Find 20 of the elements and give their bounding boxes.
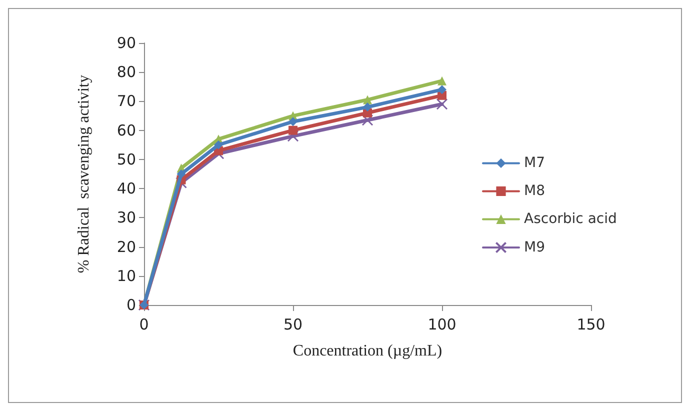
- x-tick-label: 50: [283, 316, 303, 334]
- y-tick-label: 80: [116, 63, 136, 82]
- y-tick-label: 70: [116, 92, 136, 110]
- y-tick-label: 0: [126, 296, 136, 314]
- x-tick-label: 0: [139, 316, 149, 334]
- legend-label: Ascorbic acid: [524, 211, 617, 228]
- y-tick-label: 50: [116, 150, 136, 168]
- y-tick-label: 90: [116, 34, 136, 52]
- y-axis-title: % Radical scavenging activity: [76, 74, 92, 274]
- y-tick-label: 20: [116, 238, 136, 256]
- x-tick-label: 100: [428, 316, 456, 334]
- x-tick-label: 150: [576, 316, 606, 334]
- y-tick-label: 30: [116, 208, 136, 227]
- y-tick-label: 10: [116, 266, 136, 285]
- y-tick-label: 60: [116, 121, 136, 140]
- legend-label: M8: [524, 183, 545, 200]
- legend-label: M9: [524, 240, 545, 256]
- legend-label: M7: [524, 155, 545, 172]
- y-tick-label: 40: [116, 180, 136, 198]
- x-axis-title: Concentration (µg/mL): [292, 342, 442, 360]
